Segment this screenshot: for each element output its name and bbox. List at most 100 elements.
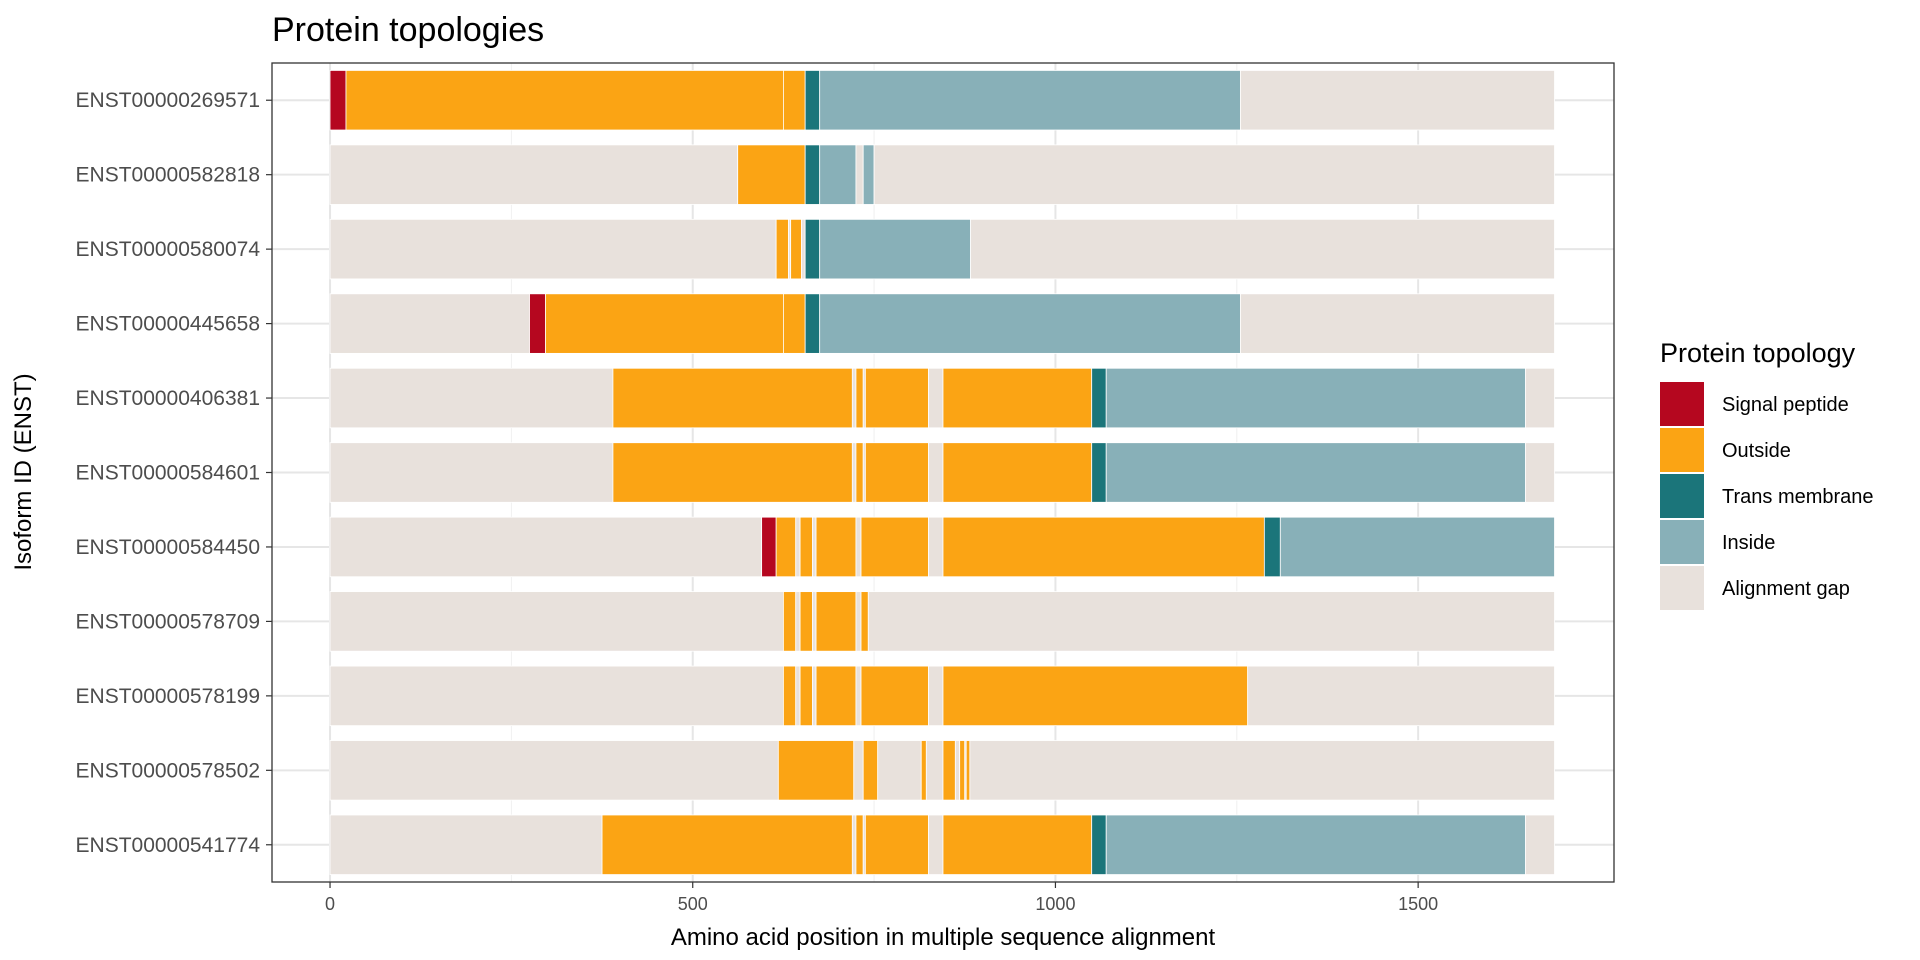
bar-segment-outside xyxy=(775,218,789,280)
bar-segment-outside xyxy=(860,665,929,727)
bar-segment-outside xyxy=(777,740,855,801)
bar-segment-tm xyxy=(1091,814,1107,875)
bar-segment-inside xyxy=(862,144,875,205)
bar-segment-gap xyxy=(877,740,922,801)
bar-segment-gap xyxy=(1525,814,1555,875)
bar-segment-gap xyxy=(812,516,817,578)
bar-segment-gap xyxy=(795,591,801,652)
bar-segment-outside xyxy=(783,293,806,354)
bar-segment-outside xyxy=(783,70,806,131)
bar-segment-signal xyxy=(329,70,347,131)
bar-segment-outside xyxy=(345,70,784,131)
bar-segment-gap xyxy=(329,591,784,652)
bar-segment-outside xyxy=(959,740,966,801)
bar-segment-tm xyxy=(804,70,821,131)
bar-segment-gap xyxy=(867,591,1555,652)
bar-segment-outside xyxy=(942,665,1249,727)
legend-label: Outside xyxy=(1722,440,1791,462)
bar-segment-gap xyxy=(329,665,784,727)
bar-segment-outside xyxy=(965,740,971,801)
legend-key-inside xyxy=(1660,520,1704,564)
bar-segment-gap xyxy=(1525,442,1555,503)
bar-segment-gap xyxy=(855,665,862,727)
legend-label: Alignment gap xyxy=(1722,578,1850,600)
bar-segment-outside xyxy=(790,218,802,280)
bar-segment-tm xyxy=(1091,367,1107,429)
y-tick-label: ENST00000578199 xyxy=(76,685,260,708)
bar-segment-outside xyxy=(864,442,929,503)
legend-label: Trans membrane xyxy=(1722,486,1874,508)
bar-segment-outside xyxy=(783,665,797,727)
bar-segment-tm xyxy=(804,293,821,354)
bar-segment-gap xyxy=(851,442,857,503)
legend-key-tm xyxy=(1660,474,1704,518)
y-tick-label: ENST00000578709 xyxy=(76,610,260,633)
legend-label: Inside xyxy=(1722,532,1775,554)
bar-segment-outside xyxy=(601,814,853,875)
bar-segment-tm xyxy=(804,144,821,205)
bar-segment-inside xyxy=(1105,367,1526,429)
bar-segment-gap xyxy=(928,367,944,429)
bar-segment-gap xyxy=(812,665,817,727)
bar-segment-inside xyxy=(1105,814,1526,875)
bar-segment-inside xyxy=(819,70,1241,131)
bar-segment-gap xyxy=(329,442,614,503)
y-tick-label: ENST00000541774 xyxy=(76,834,261,857)
bar-segment-inside xyxy=(819,144,857,205)
bar-segment-outside xyxy=(860,516,929,578)
bar-segment-outside xyxy=(942,367,1093,429)
bar-segment-gap xyxy=(329,740,779,801)
bar-segment-outside xyxy=(942,442,1093,503)
bar-segment-tm xyxy=(1263,516,1281,578)
bar-segment-outside xyxy=(862,740,879,801)
bar-segment-outside xyxy=(920,740,927,801)
bar-segment-gap xyxy=(851,814,857,875)
legend-label: Signal peptide xyxy=(1722,394,1849,416)
bar-segment-tm xyxy=(804,218,821,280)
bar-segment-gap xyxy=(855,591,862,652)
bar-segment-outside xyxy=(860,591,869,652)
bar-segment-gap xyxy=(795,665,801,727)
bar-segment-gap xyxy=(329,293,530,354)
bar-segment-gap xyxy=(925,740,944,801)
bar-segment-outside xyxy=(775,516,797,578)
bar-segment-gap xyxy=(928,814,944,875)
bar-segments xyxy=(329,70,1555,875)
legend-items: Signal peptide Outside Trans membrane Insid… xyxy=(1660,382,1874,610)
bar-segment-outside xyxy=(855,814,864,875)
legend-key-signal xyxy=(1660,382,1704,426)
bar-segment-gap xyxy=(1240,293,1555,354)
y-axis-label: Isoform ID (ENST) xyxy=(10,373,37,570)
bar-segment-outside xyxy=(942,814,1093,875)
bar-segment-gap xyxy=(855,144,864,205)
y-tick-label: ENST00000584450 xyxy=(76,536,260,559)
bar-segment-outside xyxy=(942,740,956,801)
x-axis-label: Amino acid position in multiple sequence… xyxy=(671,924,1216,951)
bar-segment-inside xyxy=(819,218,971,280)
bar-segment-gap xyxy=(928,665,944,727)
y-tick-label: ENST00000580074 xyxy=(76,238,261,261)
bar-segment-gap xyxy=(855,516,862,578)
legend: Protein topology Signal peptide Outside Tr… xyxy=(1660,338,1874,610)
bar-segment-outside xyxy=(815,516,857,578)
bar-segment-signal xyxy=(761,516,777,578)
bar-segment-inside xyxy=(1279,516,1555,578)
bar-segment-outside xyxy=(864,814,929,875)
bar-segment-gap xyxy=(969,740,1555,801)
bar-segment-inside xyxy=(1105,442,1526,503)
y-tick-label: ENST00000445658 xyxy=(76,313,260,336)
y-tick-label: ENST00000584601 xyxy=(76,462,260,485)
y-tick-label: ENST00000582818 xyxy=(76,164,260,187)
bar-segment-outside xyxy=(855,367,864,429)
bar-segment-gap xyxy=(329,218,777,280)
bar-segment-gap xyxy=(928,442,944,503)
bar-segment-outside xyxy=(815,591,857,652)
legend-title: Protein topology xyxy=(1660,338,1856,368)
bar-segment-gap xyxy=(954,740,961,801)
legend-key-gap xyxy=(1660,566,1704,610)
x-tick-label: 0 xyxy=(325,894,335,914)
bar-segment-inside xyxy=(819,293,1241,354)
bar-segment-gap xyxy=(853,740,864,801)
bar-segment-gap xyxy=(812,591,817,652)
